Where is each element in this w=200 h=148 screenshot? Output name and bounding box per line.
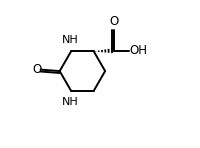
Text: NH: NH [62, 35, 79, 45]
Text: OH: OH [130, 44, 148, 57]
Text: NH: NH [62, 97, 79, 107]
Text: O: O [109, 15, 118, 28]
Text: O: O [33, 63, 42, 76]
